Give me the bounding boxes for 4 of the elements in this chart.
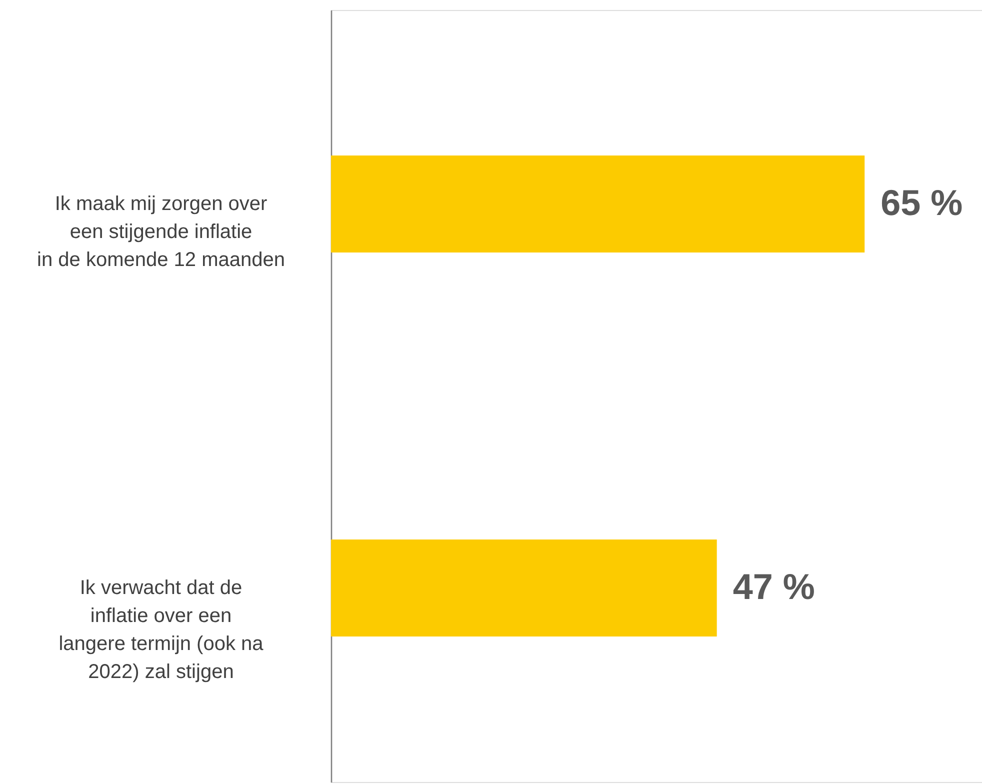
y-tick-label: Ik verwacht dat de inflatie over een langere termijn (ook na 2022) zal stijgen: [58, 577, 264, 684]
y-tick-label: Ik maak mij zorgen over een stijgende inflatie in de komende 12 maanden: [37, 192, 285, 271]
data-label: 65 %: [880, 182, 963, 223]
data-label: 47 %: [732, 566, 815, 608]
